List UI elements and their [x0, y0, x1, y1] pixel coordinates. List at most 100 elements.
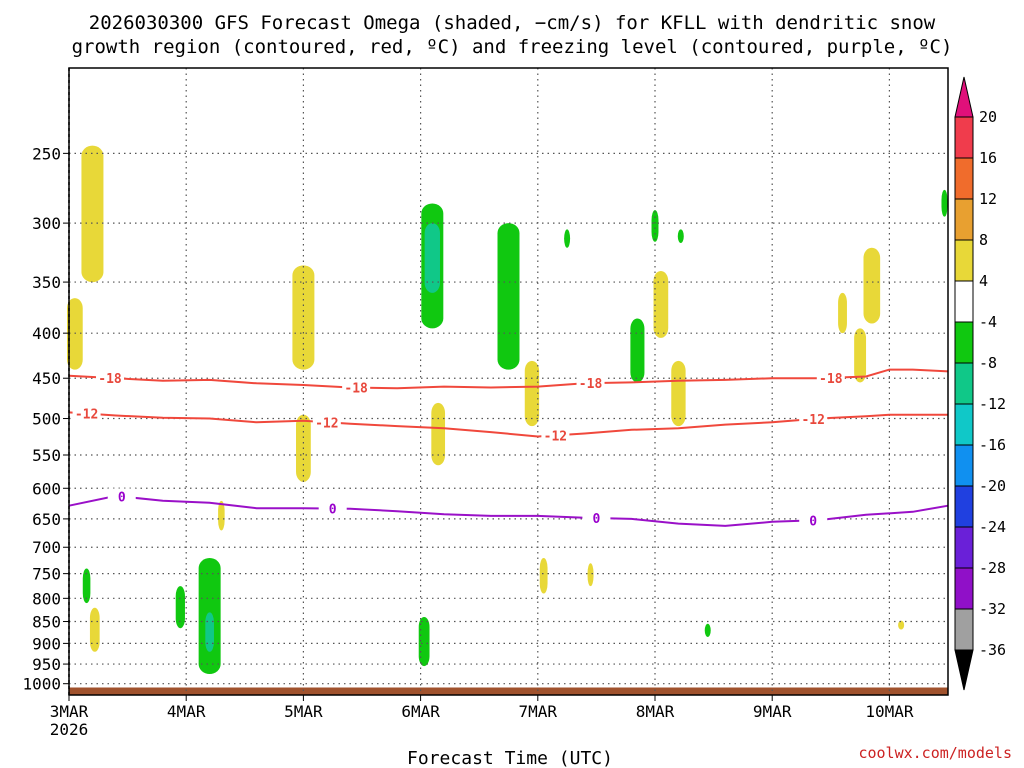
omega-blob — [497, 223, 520, 370]
y-tick-label: 550 — [32, 446, 61, 465]
omega-blob — [66, 298, 83, 370]
credit-text: coolwx.com/models — [858, 744, 1012, 762]
contour-label-bg — [107, 488, 136, 504]
omega-blob — [564, 229, 571, 248]
x-tick-sublabel: 2026 — [50, 720, 89, 739]
x-tick-label: 9MAR — [753, 702, 792, 721]
omega-blob — [418, 616, 430, 667]
colorbar-swatch — [954, 239, 974, 282]
x-tick-label: 4MAR — [167, 702, 206, 721]
omega-blob — [838, 292, 847, 334]
omega-blob — [587, 563, 594, 587]
contour-label-bg — [318, 500, 347, 516]
colorbar-swatch — [954, 157, 974, 200]
x-tick-label: 7MAR — [519, 702, 558, 721]
chart-title-line1: 2026030300 GFS Forecast Omega (shaded, −… — [89, 12, 936, 34]
y-tick-label: 1000 — [22, 675, 61, 694]
colorbar-label: 12 — [979, 190, 997, 208]
colorbar-swatch — [954, 116, 974, 159]
colorbar: 20 16 12 8 4 -4 -8 -12 -16 -20 -24 -28 -32 -36 — [954, 76, 1006, 691]
colorbar-swatch — [954, 362, 974, 405]
colorbar-swatch — [954, 608, 974, 651]
contour-label-bg — [582, 510, 611, 526]
plot-area: -18 -18 -18 -18 -12 -12 -12 -12 0 0 0 0 — [66, 67, 949, 696]
contour-label: -18 — [344, 382, 368, 397]
omega-blob — [704, 623, 711, 637]
contour-label: 0 — [329, 503, 337, 518]
y-axis-ticks: 250 300 350 400 450 500 550 600 650 700 750 800 850 9… — [22, 144, 69, 694]
x-axis-label: Forecast Time (UTC) — [407, 748, 613, 768]
contour-label: -12 — [544, 429, 567, 444]
y-tick-label: 350 — [32, 273, 61, 292]
y-tick-label: 450 — [32, 369, 61, 388]
omega-blob — [82, 568, 91, 604]
y-tick-label: 600 — [32, 479, 61, 498]
colorbar-swatch — [954, 444, 974, 487]
omega-blob — [539, 558, 548, 594]
chart-title-line2: growth region (contoured, red, ºC) and f… — [72, 36, 953, 58]
colorbar-label: -16 — [979, 436, 1006, 454]
colorbar-label: -28 — [979, 559, 1006, 577]
colorbar-swatch — [954, 485, 974, 528]
omega-blob — [81, 145, 104, 283]
x-tick-label: 10MAR — [865, 702, 914, 721]
colorbar-label: -36 — [979, 641, 1006, 659]
colorbar-top-arrow — [954, 76, 974, 118]
colorbar-swatch — [954, 403, 974, 446]
contour--18 — [68, 368, 949, 390]
y-tick-label: 750 — [32, 565, 61, 584]
contour-label-bg — [799, 512, 828, 528]
colorbar-bottom-arrow — [954, 649, 974, 691]
omega-blob — [941, 189, 948, 217]
colorbar-label: -8 — [979, 354, 997, 372]
x-tick-label: 8MAR — [636, 702, 675, 721]
contour-label: -18 — [579, 377, 603, 392]
colorbar-label: -12 — [979, 395, 1006, 413]
colorbar-swatch — [954, 198, 974, 241]
ground-strip — [69, 687, 948, 695]
omega-blob — [205, 612, 214, 652]
x-tick-label: 3MAR — [50, 702, 89, 721]
omega-blob — [854, 328, 867, 383]
colorbar-label: 20 — [979, 108, 997, 126]
contour-label-bg — [96, 369, 125, 385]
omega-blob — [630, 318, 645, 383]
contour-label: -12 — [315, 416, 338, 431]
colorbar-label: 4 — [979, 272, 988, 290]
colorbar-label: -4 — [979, 313, 997, 331]
colorbar-label: 16 — [979, 149, 997, 167]
colorbar-swatch — [954, 280, 974, 323]
y-tick-label: 800 — [32, 589, 61, 608]
contour-label-bg — [541, 427, 570, 443]
contour-label-bg — [816, 369, 845, 385]
y-tick-label: 950 — [32, 655, 61, 674]
omega-blob — [677, 229, 684, 243]
omega-blob — [292, 265, 315, 370]
contour-label: 0 — [809, 514, 817, 529]
omega-blob — [671, 360, 686, 427]
colorbar-label: 8 — [979, 231, 988, 249]
colorbar-swatch — [954, 321, 974, 364]
y-tick-label: 250 — [32, 144, 61, 163]
contour-label-bg — [312, 414, 341, 430]
colorbar-label: -24 — [979, 518, 1006, 536]
contour-label-bg — [72, 405, 101, 421]
contour-label-bg — [342, 379, 371, 395]
y-tick-label: 850 — [32, 613, 61, 632]
contour-label: -12 — [75, 408, 98, 423]
omega-blob — [431, 402, 446, 466]
contour-label-bg — [799, 411, 828, 427]
omega-blob — [218, 500, 225, 531]
omega-blob — [651, 210, 659, 242]
y-tick-label: 400 — [32, 324, 61, 343]
x-tick-label: 5MAR — [284, 702, 323, 721]
contour-label: -18 — [98, 372, 122, 387]
x-tick-label: 6MAR — [401, 702, 440, 721]
y-tick-label: 900 — [32, 634, 61, 653]
colorbar-label: -32 — [979, 600, 1006, 618]
omega-blob — [653, 270, 669, 338]
y-tick-label: 500 — [32, 410, 61, 429]
y-tick-label: 700 — [32, 538, 61, 557]
